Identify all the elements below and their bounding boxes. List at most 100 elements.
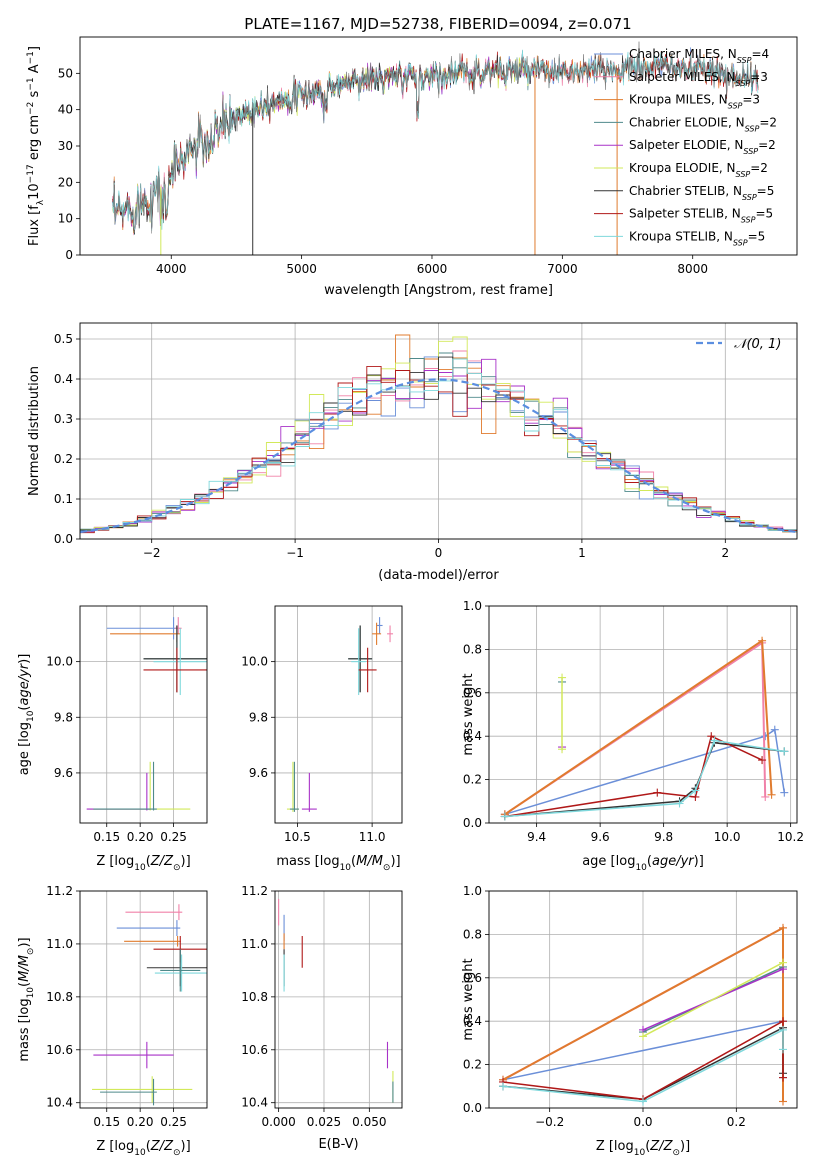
- legend-label: Chabrier ELODIE, NSSP=2: [629, 115, 777, 132]
- y-tick-label: 10: [58, 212, 73, 226]
- y-tick-label: 0.2: [463, 1058, 482, 1072]
- errorbars-age-vs-Z: [86, 617, 207, 811]
- histogram-chabrier-stelib: [80, 356, 797, 532]
- y-tick-label: 9.8: [249, 710, 268, 724]
- y-tick-label: 10.8: [46, 990, 73, 1004]
- y-axis-label: Normed distribution: [27, 366, 42, 496]
- plot-frame: [79, 605, 208, 824]
- y-tick-label: 0.6: [463, 686, 482, 700]
- y-tick-label: 10.8: [241, 990, 268, 1004]
- y-tick-label: 0.4: [463, 1014, 482, 1028]
- legend-label: Chabrier STELIB, NSSP=5: [629, 184, 774, 202]
- y-axis-label: mass weight: [461, 958, 476, 1040]
- y-tick-label: 0.4: [54, 372, 73, 386]
- plot-frame: [79, 322, 798, 540]
- x-tick-label: 0.20: [127, 830, 154, 844]
- x-tick-label: 0.25: [160, 1115, 187, 1129]
- y-tick-label: 0.3: [54, 412, 73, 426]
- x-axis-label: wavelength [Angstrom, rest frame]: [324, 283, 553, 298]
- x-tick-label: 0.2: [727, 1115, 746, 1129]
- x-axis-label: Z [log10(Z/Z⊙)]: [96, 1139, 190, 1158]
- normal-curve: [80, 378, 797, 534]
- plot-frame: [488, 890, 798, 1109]
- x-tick-label: 9.4: [527, 830, 546, 844]
- x-tick-label: −2: [143, 546, 161, 560]
- histogram-steps: [80, 334, 797, 534]
- y-tick-label: 0.5: [54, 332, 73, 346]
- x-tick-label: 11.0: [359, 830, 386, 844]
- y-tick-label: 11.0: [46, 937, 73, 951]
- y-tick-label: 1.0: [463, 599, 482, 613]
- y-tick-label: 11.2: [46, 884, 73, 898]
- plot-frame: [488, 605, 798, 824]
- y-tick-label: 0: [65, 248, 73, 262]
- axes-mass-vs-ebv: 0.000 0.025 0.050 10.4 10.6 10.8 11.0 11.2: [241, 884, 402, 1129]
- axes-age-vs-Z: 0.15 0.20 0.25 9.6 9.8 10.0: [46, 606, 207, 844]
- x-axis-label: mass [log10(M/M⊙)]: [276, 854, 400, 873]
- weight-lines-weight-vs-Z: [499, 923, 787, 1106]
- x-tick-label: 10.5: [284, 830, 311, 844]
- x-tick-label: 9.6: [591, 830, 610, 844]
- y-tick-label: 10.6: [46, 1043, 73, 1057]
- x-axis-label: Z [log10(Z/Z⊙)]: [596, 1139, 690, 1158]
- x-tick-label: 0.25: [160, 830, 187, 844]
- weight-line: [642, 961, 784, 1038]
- weight-line: [504, 638, 773, 816]
- x-tick-label: 8000: [677, 262, 708, 276]
- x-tick-label: 10.0: [714, 830, 741, 844]
- y-tick-label: 50: [58, 66, 73, 80]
- y-tick-label: 10.4: [241, 1096, 268, 1110]
- y-tick-label: 10.6: [241, 1043, 268, 1057]
- y-axis-label: Flux [fλ10−17 erg cm−2 s−1 A−1]: [26, 46, 46, 246]
- x-tick-label: 10.2: [777, 830, 804, 844]
- x-tick-label: 0.20: [127, 1115, 154, 1129]
- y-tick-label: 9.8: [54, 710, 73, 724]
- y-axis-label: age [log10(age/yr)]: [17, 654, 36, 776]
- x-tick-label: 0.15: [93, 830, 120, 844]
- axes-age-vs-mass: 10.5 11.0 9.6 9.8 10.0: [241, 606, 402, 844]
- x-axis-label: (data-model)/error: [378, 568, 499, 583]
- legend-label: Kroupa MILES, NSSP=3: [629, 93, 760, 111]
- legend-label: Chabrier MILES, NSSP=4: [629, 47, 769, 65]
- spectrum-data-line: [112, 41, 759, 234]
- plot-frame: [274, 605, 403, 824]
- weight-line: [504, 739, 785, 818]
- y-tick-label: 0.1: [54, 492, 73, 506]
- y-tick-label: 30: [58, 139, 73, 153]
- legend-label: Salpeter MILES, NSSP=3: [629, 70, 768, 88]
- y-axis-label: mass [log10(M/M⊙)]: [17, 937, 36, 1061]
- plot-frame: [79, 36, 798, 256]
- weight-line: [502, 1028, 784, 1103]
- axes-spectrum: 4000 5000 6000 7000 8000 0 10 20 30 40 50: [58, 66, 708, 276]
- y-tick-label: 0.8: [463, 642, 482, 656]
- x-tick-label: 2: [721, 546, 729, 560]
- legend-label: Kroupa ELODIE, NSSP=2: [629, 161, 768, 179]
- y-tick-label: 0.0: [54, 532, 73, 546]
- figure-title: PLATE=1167, MJD=52738, FIBERID=0094, z=0…: [244, 15, 631, 33]
- y-tick-label: 11.2: [241, 884, 268, 898]
- errorbars-mass-vs-ebv: [278, 898, 394, 1103]
- legend-label: 𝒩(0, 1): [734, 337, 781, 352]
- x-tick-label: 6000: [417, 262, 448, 276]
- y-tick-label: 0.2: [463, 773, 482, 787]
- x-tick-label: −1: [286, 546, 304, 560]
- x-tick-label: 5000: [286, 262, 317, 276]
- x-tick-label: 0.000: [261, 1115, 295, 1129]
- x-tick-label: 7000: [547, 262, 578, 276]
- y-tick-label: 0.0: [463, 1101, 482, 1115]
- axes-weight-vs-Z: −0.2 0.0 0.2 0.0 0.2 0.4 0.6 0.8 1.0: [463, 884, 797, 1129]
- y-axis-label: mass weight: [461, 673, 476, 755]
- y-tick-label: 40: [58, 103, 73, 117]
- x-tick-label: 0.0: [633, 1115, 652, 1129]
- y-tick-label: 0.6: [463, 971, 482, 985]
- plot-frame: [274, 890, 403, 1109]
- y-tick-label: 0.8: [463, 927, 482, 941]
- x-axis-label: Z [log10(Z/Z⊙)]: [96, 854, 190, 873]
- y-tick-label: 10.0: [241, 655, 268, 669]
- y-tick-label: 10.0: [46, 655, 73, 669]
- y-tick-label: 1.0: [463, 884, 482, 898]
- y-tick-label: 0.4: [463, 729, 482, 743]
- legend-label: Salpeter STELIB, NSSP=5: [629, 207, 773, 225]
- y-tick-label: 20: [58, 175, 73, 189]
- y-tick-label: 9.6: [249, 766, 268, 780]
